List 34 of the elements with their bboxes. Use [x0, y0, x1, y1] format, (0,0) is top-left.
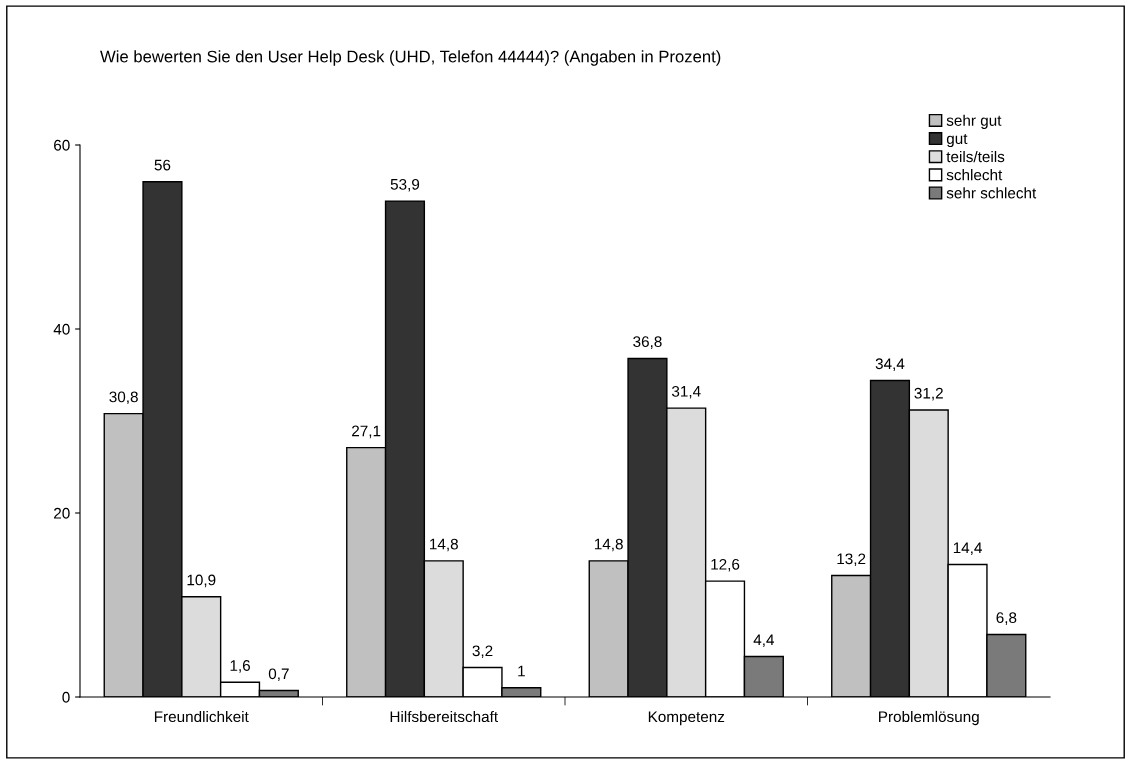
data-label: 14,8	[594, 538, 623, 552]
data-label: 31,2	[914, 387, 943, 401]
data-label: 30,8	[109, 391, 138, 405]
chart-title: Wie bewerten Sie den User Help Desk (UHD, Telefon 44444)? (Angaben in Prozent)	[100, 50, 721, 66]
data-label: 0,7	[268, 668, 289, 682]
data-label: 14,4	[953, 542, 982, 555]
data-label: 10,9	[187, 574, 216, 588]
x-tick-label: Hilfsbereitschaft	[390, 710, 498, 723]
data-label: 1,6	[230, 660, 250, 673]
x-tick-label: Problemlösung	[879, 710, 979, 726]
data-label: 1	[518, 665, 525, 677]
y-tick-label: 60	[54, 139, 70, 151]
data-label: 6,8	[996, 612, 1017, 625]
x-tick-label: Freundlichkeit	[154, 710, 249, 723]
data-label: 27,1	[352, 425, 381, 439]
data-label: 12,6	[711, 558, 740, 572]
legend-label: teils/teils	[946, 150, 1005, 163]
x-tick-label: Kompetenz	[648, 711, 725, 726]
legend-label: sehr schlecht	[946, 187, 1037, 199]
legend-label: schlecht	[946, 169, 1003, 181]
data-label: 31,4	[671, 385, 701, 399]
data-label: 13,2	[837, 553, 866, 567]
y-tick-label: 40	[53, 323, 70, 335]
y-tick-label: 20	[54, 507, 70, 519]
legend-label: sehr gut	[946, 114, 1002, 129]
data-label: 56	[154, 159, 171, 171]
data-label: 14,8	[430, 538, 458, 552]
data-label: 36,8	[633, 336, 662, 349]
data-label: 3,2	[472, 645, 493, 659]
data-label: 34,4	[875, 358, 905, 371]
legend-label: gut	[946, 134, 968, 148]
data-label: 4,4	[753, 634, 775, 647]
data-label: 53,9	[390, 178, 420, 192]
y-tick-label: 0	[62, 691, 70, 703]
